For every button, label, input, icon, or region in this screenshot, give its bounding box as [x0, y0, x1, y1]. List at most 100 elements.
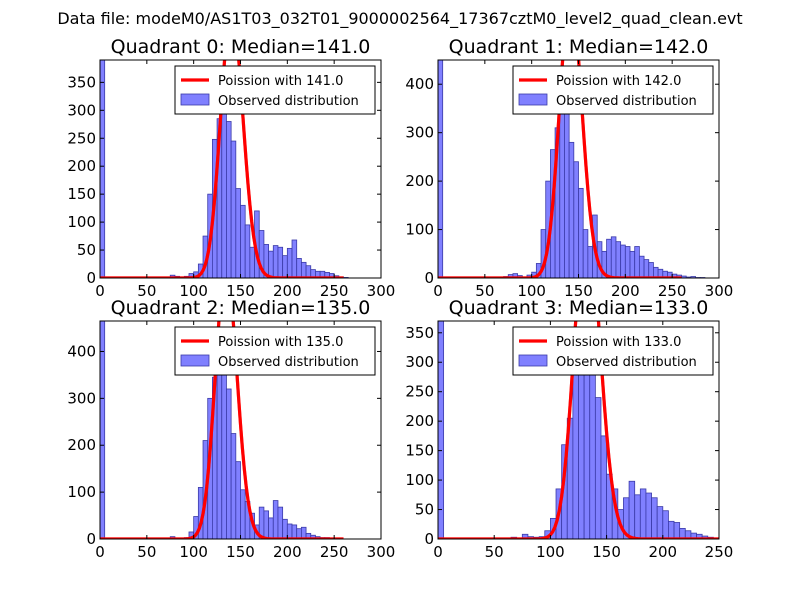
- legend-poisson-label: Poission with 135.0: [218, 335, 343, 350]
- legend-observed-label: Observed distribution: [556, 94, 697, 109]
- legend-observed-swatch: [518, 354, 548, 367]
- panel-quadrant-1: 0 50 100 150 200 250 300 0 100 200 300 400 Quadrant …: [405, 36, 733, 300]
- y-tick-label: 0: [86, 269, 96, 287]
- histogram-bar: [268, 517, 274, 539]
- legend: Poission with 142.0 Observed distribution: [512, 65, 714, 115]
- histogram-bar: [263, 510, 269, 539]
- histogram-bar: [282, 255, 288, 278]
- histogram-bar: [100, 60, 106, 278]
- legend-observed-label: Observed distribution: [218, 94, 359, 109]
- histogram-bar: [230, 140, 237, 278]
- x-tick-label: 300: [367, 543, 396, 561]
- y-tick-label: 100: [405, 471, 434, 489]
- y-tick-label: 150: [405, 442, 434, 460]
- histogram-bar: [587, 246, 593, 278]
- y-tick-label: 300: [405, 124, 434, 142]
- legend-box: [512, 326, 714, 376]
- histogram-bar: [648, 262, 654, 278]
- legend-observed-swatch: [180, 93, 210, 106]
- x-tick-label: 0: [433, 282, 443, 300]
- y-tick-label: 300: [67, 101, 96, 119]
- y-tick-label: 200: [67, 436, 96, 454]
- x-tick-label: 150: [226, 282, 255, 300]
- plot-area: [438, 321, 719, 539]
- histogram-bar: [249, 246, 255, 278]
- histogram-bar: [634, 246, 640, 278]
- histogram-bar: [286, 247, 293, 278]
- x-tick-label: 100: [179, 543, 208, 561]
- y-tick-label: 100: [67, 483, 96, 501]
- histogram-bar: [568, 141, 575, 278]
- x-tick-label: 200: [273, 543, 302, 561]
- histogram-bar: [564, 112, 570, 278]
- histogram-bar: [578, 187, 584, 278]
- legend: Poission with 135.0 Observed distribution: [174, 326, 376, 376]
- x-tick-label: 50: [137, 543, 156, 561]
- legend: Poission with 141.0 Observed distribution: [174, 65, 376, 115]
- histogram-bar: [286, 523, 293, 539]
- histogram-bar: [235, 461, 241, 539]
- histogram-bar: [573, 161, 579, 278]
- histogram-bar: [240, 204, 246, 278]
- histogram-bar: [235, 188, 241, 278]
- histogram-bar: [594, 397, 602, 539]
- histogram-bar: [606, 238, 612, 278]
- histogram-bar: [668, 520, 675, 539]
- panel-quadrant-0: 0 50 100 150 200 250 300 0 50 100 150 200 250 300 350 Q…: [67, 36, 396, 300]
- y-tick-label: 300: [67, 389, 96, 407]
- panel-title: Quadrant 3: Median=133.0: [449, 297, 709, 319]
- histogram-bar: [620, 244, 626, 278]
- histogram-bar: [291, 239, 298, 278]
- histogram-bar: [226, 121, 232, 278]
- histogram-bar: [221, 93, 227, 278]
- x-tick-label: 50: [485, 543, 504, 561]
- x-tick-label: 200: [273, 282, 302, 300]
- histogram-bar: [628, 480, 636, 539]
- x-tick-label: 250: [705, 543, 734, 561]
- x-tick-label: 250: [320, 543, 349, 561]
- y-tick-label: 400: [405, 75, 434, 93]
- histogram-bar: [610, 236, 617, 278]
- legend-observed-label: Observed distribution: [556, 355, 697, 370]
- histogram-bar: [639, 488, 647, 539]
- legend-box: [174, 326, 376, 376]
- y-tick-label: 50: [415, 501, 434, 519]
- histogram-bar: [244, 224, 251, 278]
- legend-observed-label: Observed distribution: [218, 355, 359, 370]
- histogram-bar: [305, 265, 312, 278]
- x-tick-label: 50: [475, 282, 494, 300]
- y-tick-label: 0: [86, 530, 96, 548]
- axes-frame: [437, 320, 720, 540]
- histogram-bar: [643, 259, 650, 278]
- y-tick-label: 250: [67, 129, 96, 147]
- histogram-bar: [240, 489, 246, 539]
- x-tick-label: 100: [517, 282, 546, 300]
- x-tick-label: 250: [320, 282, 349, 300]
- histogram-bar: [600, 435, 607, 539]
- x-tick-label: 0: [95, 282, 105, 300]
- panel-title: Quadrant 1: Median=142.0: [449, 36, 709, 58]
- x-tick-label: 50: [137, 282, 156, 300]
- y-tick-label: 50: [77, 241, 96, 259]
- histogram-bar: [589, 358, 596, 539]
- legend: Poission with 133.0 Observed distribution: [512, 326, 714, 376]
- histogram-bar: [300, 261, 307, 278]
- x-tick-label: 0: [95, 543, 105, 561]
- legend-observed-swatch: [180, 354, 210, 367]
- y-tick-label: 200: [405, 172, 434, 190]
- x-tick-label: 150: [592, 543, 621, 561]
- histogram-bar: [615, 241, 622, 278]
- histogram-bar: [272, 245, 279, 278]
- histogram-bar: [559, 103, 565, 278]
- y-tick-label: 250: [405, 383, 434, 401]
- histogram-bar: [291, 524, 298, 539]
- y-tick-label: 0: [424, 530, 434, 548]
- x-tick-label: 100: [536, 543, 565, 561]
- histogram-bar: [645, 492, 652, 539]
- histogram-bar: [624, 246, 631, 278]
- histogram-bar: [662, 510, 669, 539]
- y-tick-label: 0: [424, 269, 434, 287]
- panel-quadrant-3: 0 50 100 150 200 250 0 50 100 150 200 250 300 350 Quad…: [405, 297, 734, 561]
- y-tick-label: 100: [67, 213, 96, 231]
- x-tick-label: 300: [367, 282, 396, 300]
